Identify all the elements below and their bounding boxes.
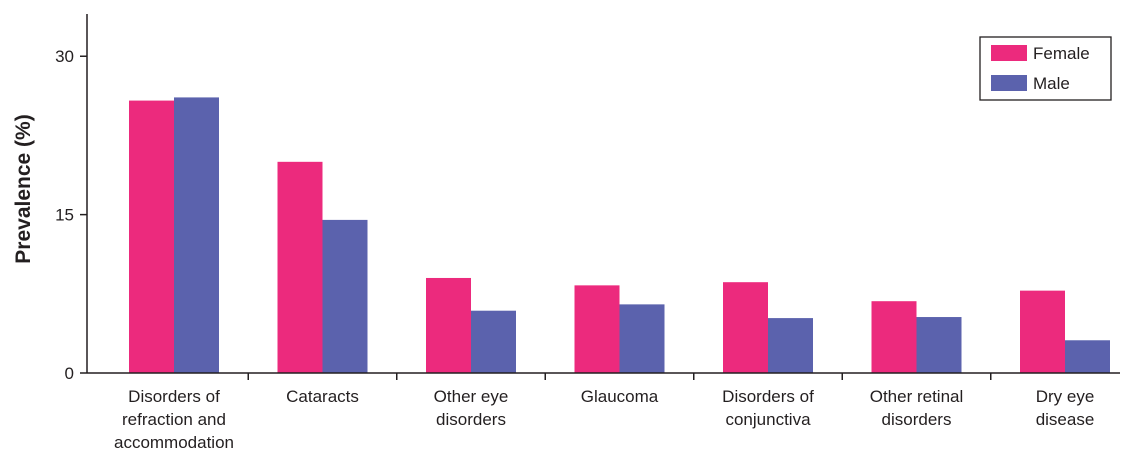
x-tick-label: Other eye disorders: [434, 387, 509, 429]
x-tick-label: Cataracts: [286, 387, 359, 406]
legend: Female Male: [979, 36, 1112, 101]
y-axis-title: Prevalence (%): [12, 114, 35, 263]
bar-male-3: [619, 304, 665, 373]
y-tick-label: 0: [65, 364, 74, 383]
bar-female-0: [129, 100, 174, 374]
bar-male-5: [916, 317, 962, 373]
x-tick-label: Disorders of refraction and accommodation: [114, 387, 234, 452]
bar-male-1: [322, 219, 368, 373]
bar-female-2: [426, 277, 471, 373]
bar-male-2: [471, 310, 516, 373]
legend-label-male: Male: [1033, 74, 1070, 93]
legend-label-female: Female: [1033, 44, 1090, 63]
bar-female-3: [574, 285, 620, 373]
x-tick-label: Dry eye disease: [1036, 387, 1095, 429]
axes: 0 15 30 Disorders of refraction and accommoda…: [55, 14, 1120, 452]
bar-male-0: [174, 97, 219, 373]
bar-male-6: [1065, 340, 1110, 373]
x-tick-label: Other retinal disorders: [870, 387, 964, 429]
bar-female-1: [277, 161, 323, 373]
y-tick-label: 15: [55, 206, 74, 225]
x-tick-label: Disorders of conjunctiva: [722, 387, 814, 429]
bar-female-5: [871, 301, 917, 373]
x-tick-label: Glaucoma: [581, 387, 659, 406]
bar-male-4: [768, 318, 813, 373]
plot-area: [129, 97, 1110, 374]
legend-swatch-male: [991, 75, 1027, 91]
y-tick-label: 30: [55, 47, 74, 66]
bar-female-4: [723, 282, 768, 373]
legend-swatch-female: [991, 45, 1027, 61]
bar-female-6: [1020, 290, 1065, 373]
